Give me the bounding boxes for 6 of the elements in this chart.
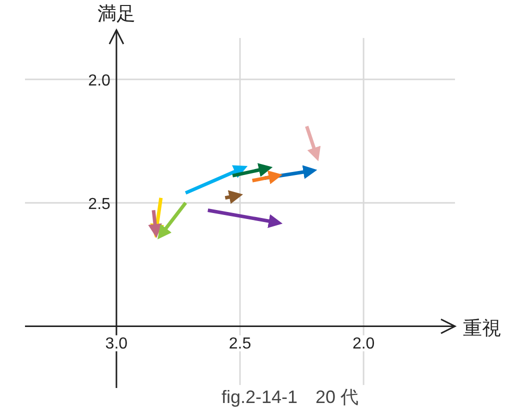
text: fig.2-14-1 20 代 xyxy=(221,387,359,407)
x-tick-label: 2.5 xyxy=(228,335,252,352)
x-tick-label: 3.0 xyxy=(105,335,128,352)
x-tick-label: 2.0 xyxy=(352,335,375,352)
y-axis-title: 満足 xyxy=(97,4,136,25)
x-axis-title: 重視 xyxy=(463,318,501,340)
